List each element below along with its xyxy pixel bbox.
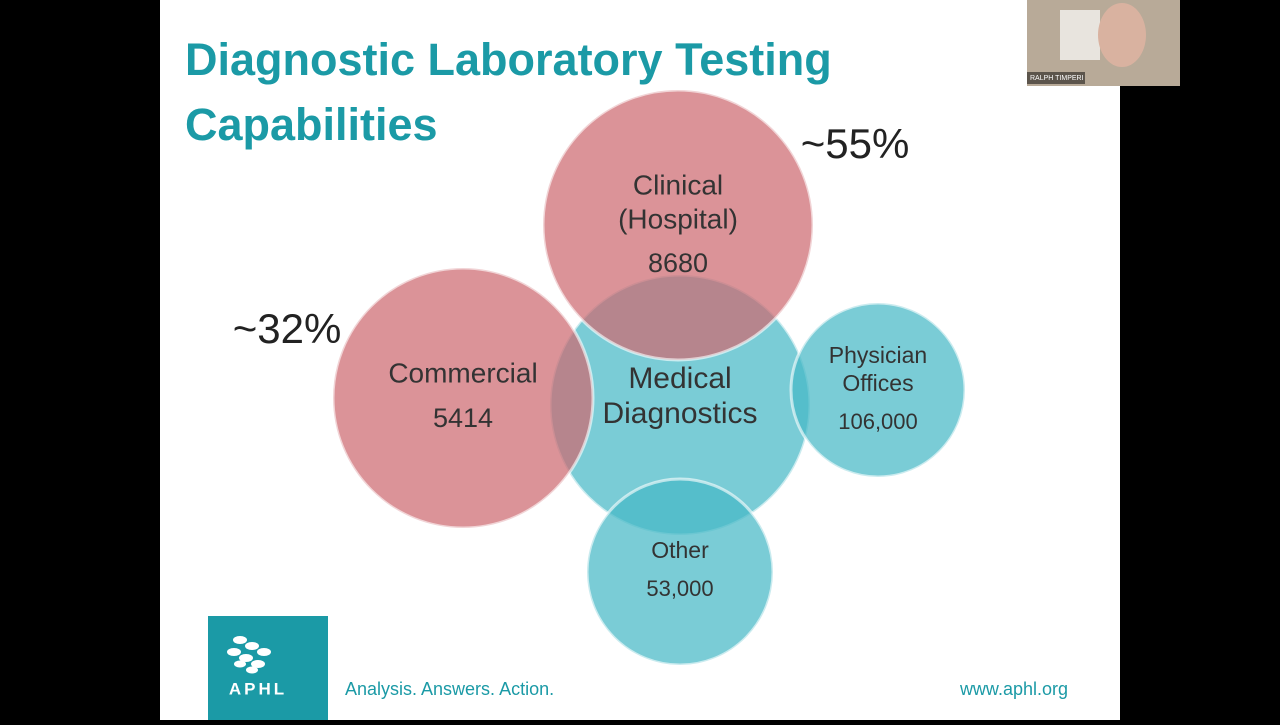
logo-icon (227, 636, 271, 674)
node-label: Commercial (388, 357, 537, 388)
node-label: Other (651, 537, 709, 563)
node-label: Medical (628, 362, 731, 395)
annotation: ~32% (233, 305, 342, 352)
logo-box (208, 616, 328, 720)
title-line: Capabilities (185, 99, 438, 150)
circle (331, 266, 595, 530)
circle (541, 88, 815, 362)
node-label: (Hospital) (618, 203, 738, 234)
node-count: 8680 (648, 248, 708, 278)
logo-text: APHL (229, 679, 287, 698)
node-label: Offices (842, 370, 913, 396)
name-tag (1027, 72, 1085, 84)
webcam-name: RALPH TIMPERI (1030, 75, 1084, 82)
webcam-window (1060, 10, 1100, 60)
webcam-person (1098, 3, 1146, 67)
node-count: 106,000 (838, 409, 918, 434)
circle (789, 301, 967, 479)
circle (585, 477, 775, 667)
title-line: Diagnostic Laboratory Testing (185, 34, 832, 85)
node-label: Physician (829, 342, 927, 368)
node-label: Diagnostics (602, 397, 757, 430)
node-count: 53,000 (646, 576, 713, 601)
node-count: 5414 (433, 403, 493, 433)
url: www.aphl.org (959, 679, 1068, 699)
tagline: Analysis. Answers. Action. (345, 679, 554, 699)
node-label: Clinical (633, 169, 723, 200)
annotation: ~55% (801, 120, 910, 167)
